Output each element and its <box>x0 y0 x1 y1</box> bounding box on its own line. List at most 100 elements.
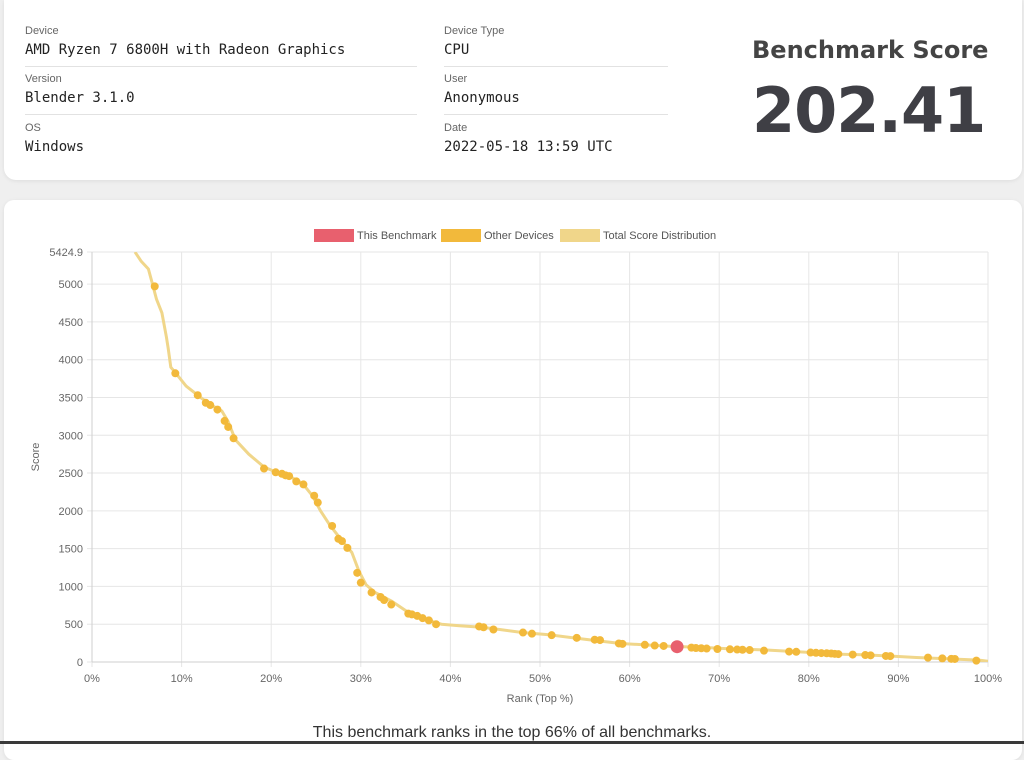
other-device-point <box>206 401 215 410</box>
divider <box>444 114 668 115</box>
other-device-point <box>224 422 233 431</box>
other-device-point <box>923 653 932 662</box>
other-device-point <box>596 636 605 645</box>
y-tick-label: 4000 <box>59 355 83 367</box>
other-device-point <box>618 639 627 648</box>
x-tick-label: 50% <box>529 673 551 685</box>
score-distribution-chart: 0% 10% 20% 30% 40% 50% 60% 70% 80% 90% 100% 0 500 100… <box>30 229 1002 705</box>
other-device-point <box>489 625 498 634</box>
x-tick-label: 90% <box>887 673 909 685</box>
other-device-point <box>337 537 346 546</box>
os-value: Windows <box>25 139 85 155</box>
x-tick-label: 30% <box>350 673 372 685</box>
device-label: Device <box>25 25 59 37</box>
other-device-point <box>260 464 269 473</box>
other-device-point <box>972 656 981 665</box>
x-tick-label: 0% <box>84 673 100 685</box>
bottom-edge <box>0 741 1024 744</box>
x-tick-label: 100% <box>974 673 1002 685</box>
y-axis-title: Score <box>30 443 42 472</box>
distribution-curve <box>133 252 988 662</box>
other-device-point <box>834 650 843 659</box>
x-tick-label: 20% <box>260 673 282 685</box>
other-device-point <box>418 614 427 623</box>
other-device-point <box>387 600 396 609</box>
version-value: Blender 3.1.0 <box>25 90 135 106</box>
other-device-point <box>938 654 947 663</box>
other-device-point <box>640 640 649 649</box>
other-device-point <box>760 646 768 655</box>
other-device-point <box>886 652 895 661</box>
legend-swatch <box>560 229 600 242</box>
other-device-point <box>150 282 159 291</box>
user-value: Anonymous <box>444 90 520 106</box>
y-tick-label: 5424.9 <box>49 247 83 259</box>
other-device-point <box>725 645 734 654</box>
other-device-point <box>356 578 365 587</box>
x-tick-label: 60% <box>619 673 641 685</box>
device-type-label: Device Type <box>444 25 505 37</box>
other-device-point <box>745 646 754 655</box>
other-device-point <box>271 468 280 477</box>
device-type-field: Device Type CPU <box>444 24 668 67</box>
x-tick-label: 80% <box>798 673 820 685</box>
divider <box>444 66 668 67</box>
y-tick-label: 3000 <box>59 430 83 442</box>
y-tick-label: 1500 <box>59 544 83 556</box>
os-label: OS <box>25 122 41 134</box>
divider <box>25 66 417 67</box>
other-device-point <box>299 480 308 489</box>
other-device-point <box>785 647 794 656</box>
legend-swatch <box>314 229 354 242</box>
x-tick-label: 40% <box>439 673 461 685</box>
other-device-point <box>702 644 711 653</box>
other-device-point <box>527 629 536 638</box>
other-device-point <box>650 641 659 650</box>
other-device-point <box>713 645 722 654</box>
benchmark-score-title: Benchmark Score <box>752 36 989 64</box>
chart-card <box>4 200 1022 760</box>
other-device-point <box>547 631 556 640</box>
user-label: User <box>444 73 468 85</box>
other-device-point <box>479 623 488 632</box>
legend-label: This Benchmark <box>357 230 437 242</box>
y-tick-label: 3500 <box>59 392 83 404</box>
os-field: OS Windows <box>25 121 417 156</box>
other-device-point <box>848 650 857 659</box>
other-device-point <box>292 477 301 486</box>
other-device-point <box>220 416 229 425</box>
other-device-point <box>313 498 322 507</box>
divider <box>25 114 417 115</box>
x-axis-title: Rank (Top %) <box>507 693 574 705</box>
y-tick-label: 500 <box>65 619 83 631</box>
other-device-point <box>171 369 180 378</box>
version-label: Version <box>25 73 62 85</box>
other-device-point <box>193 391 202 400</box>
benchmark-score-value: 202.41 <box>752 74 986 147</box>
benchmark-info-card: Device AMD Ryzen 7 6800H with Radeon Gra… <box>4 0 1022 180</box>
other-device-point <box>229 434 238 443</box>
date-label: Date <box>444 122 468 134</box>
version-field: Version Blender 3.1.0 <box>25 72 417 115</box>
y-tick-label: 4500 <box>59 317 83 329</box>
device-type-value: CPU <box>444 42 470 58</box>
other-device-point <box>380 596 389 605</box>
y-tick-label: 2500 <box>59 468 83 480</box>
other-device-point <box>866 651 875 660</box>
other-device-point <box>572 633 581 642</box>
this-benchmark-point <box>670 640 684 654</box>
legend-label: Total Score Distribution <box>603 230 716 242</box>
x-tick-label: 70% <box>708 673 730 685</box>
other-device-point <box>367 588 376 597</box>
other-device-point <box>343 543 352 552</box>
y-tick-label: 1000 <box>59 581 83 593</box>
x-tick-label: 10% <box>171 673 193 685</box>
user-field: User Anonymous <box>444 72 668 115</box>
device-value: AMD Ryzen 7 6800H with Radeon Graphics <box>25 42 346 58</box>
other-device-point <box>328 521 337 530</box>
other-device-point <box>432 620 441 629</box>
y-tick-label: 5000 <box>59 279 83 291</box>
other-device-point <box>738 645 747 654</box>
device-field: Device AMD Ryzen 7 6800H with Radeon Gra… <box>25 24 417 67</box>
date-value: 2022-05-18 13:59 UTC <box>444 139 613 155</box>
